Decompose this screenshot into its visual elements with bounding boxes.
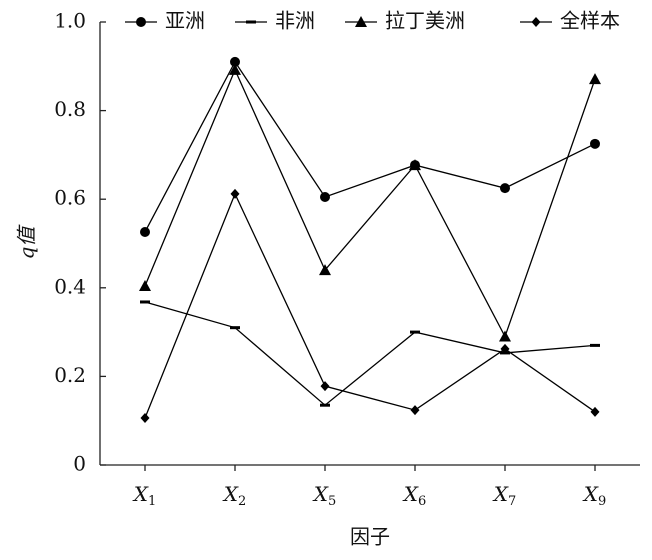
data-point: [500, 183, 510, 194]
x-axis-label: 因子: [350, 525, 390, 549]
data-point: [230, 56, 240, 67]
legend-label: 非洲: [275, 9, 315, 33]
data-point: [320, 403, 330, 407]
data-point: [499, 330, 511, 342]
data-point: [229, 63, 241, 75]
x-tick-label: X2: [222, 482, 247, 509]
data-point: [410, 405, 420, 416]
data-point: [140, 226, 150, 237]
y-tick-label: 0.2: [54, 363, 86, 387]
data-point: [139, 280, 151, 292]
series-line: [144, 192, 596, 419]
data-point: [320, 381, 330, 392]
data-point: [230, 326, 240, 330]
data-point: [590, 343, 600, 347]
data-point: [319, 264, 331, 276]
y-tick-label: 0.4: [54, 274, 86, 298]
data-point: [500, 343, 510, 354]
y-tick-label: 0.6: [54, 186, 86, 210]
x-tick-label: X6: [402, 482, 427, 509]
legend-label: 亚洲: [165, 9, 205, 33]
legend-marker: [355, 16, 367, 27]
x-tick-label: X9: [582, 482, 607, 509]
legend-marker: [531, 17, 541, 27]
y-tick-label: 0: [73, 452, 86, 476]
legend-label: 拉丁美洲: [385, 9, 465, 33]
legend-marker: [246, 20, 256, 24]
series-line: [144, 60, 596, 233]
data-point: [409, 159, 421, 171]
data-point: [140, 300, 150, 304]
x-tick-label: X1: [132, 482, 157, 509]
legend-label: 全样本: [560, 9, 620, 33]
data-point: [590, 406, 600, 417]
data-point: [320, 191, 330, 202]
x-tick-label: X7: [492, 482, 517, 509]
y-tick-label: 1.0: [54, 9, 86, 33]
y-tick-label: 0.8: [54, 97, 86, 121]
data-point: [140, 413, 150, 424]
series-line: [144, 301, 596, 407]
data-point: [410, 330, 420, 334]
series-line: [144, 68, 596, 339]
data-point: [589, 73, 601, 85]
x-tick-label: X5: [312, 482, 337, 509]
data-point: [590, 138, 600, 149]
data-point: [230, 188, 240, 199]
y-axis-label: q值: [15, 224, 39, 260]
legend-marker: [136, 17, 146, 27]
